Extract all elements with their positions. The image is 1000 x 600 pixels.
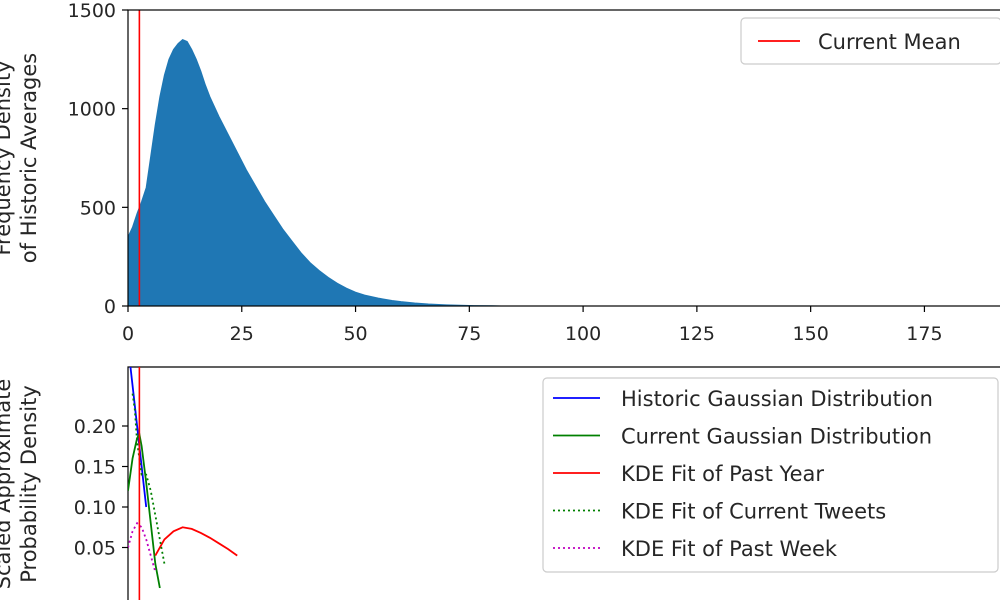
top-legend: Current Mean bbox=[740, 17, 1000, 65]
x-tick-label: 75 bbox=[457, 323, 481, 345]
y-tick-label: 0.05 bbox=[74, 538, 116, 560]
legend-label: KDE Fit of Past Year bbox=[621, 462, 824, 486]
series-line-3 bbox=[131, 393, 166, 564]
y-tick-label: 500 bbox=[80, 197, 116, 219]
y-tick-label: 0.15 bbox=[74, 457, 116, 479]
x-tick-label: 0 bbox=[122, 323, 134, 345]
histogram-bars bbox=[128, 39, 502, 306]
x-tick-label: 150 bbox=[793, 323, 829, 345]
legend-box bbox=[542, 377, 999, 573]
legend-label: Current Gaussian Distribution bbox=[621, 425, 932, 449]
legend-label: KDE Fit of Past Week bbox=[621, 537, 838, 561]
y-tick-label: 1500 bbox=[68, 0, 116, 22]
y-axis-label: of Historic Averages bbox=[17, 53, 41, 263]
y-axis-label: Frequency Density bbox=[0, 61, 15, 256]
legend-label: Historic Gaussian Distribution bbox=[621, 387, 933, 411]
series-line-2 bbox=[154, 526, 238, 557]
top-axes-frame bbox=[127, 9, 1000, 307]
bottom-legend: Historic Gaussian Distribution Current Ga… bbox=[542, 377, 999, 573]
series-line-0 bbox=[129, 367, 148, 508]
x-tick-label: 100 bbox=[565, 323, 601, 345]
x-tick-label: 125 bbox=[679, 323, 715, 345]
legend-label: Current Mean bbox=[818, 30, 961, 54]
y-tick-label: 0.20 bbox=[74, 416, 116, 438]
y-tick-label: 0 bbox=[104, 296, 116, 318]
legend-label: KDE Fit of Current Tweets bbox=[621, 500, 886, 524]
legend-box bbox=[740, 17, 1000, 65]
series-line-1 bbox=[128, 431, 161, 589]
x-tick-label: 25 bbox=[230, 323, 254, 345]
y-axis-label: Scaled Approximate bbox=[0, 379, 15, 590]
y-axis-label: Probability Density bbox=[17, 385, 41, 583]
density-panel: 0.05 0.10 0.15 0.20 Scaled Approximate Probab… bbox=[0, 366, 1000, 600]
y-tick-label: 1000 bbox=[68, 99, 116, 121]
y-tick-label: 0.10 bbox=[74, 497, 116, 519]
histogram-panel: 0 25 50 75 100 125 150 175 0 500 1000 1500 Frequency… bbox=[0, 0, 1000, 345]
x-tick-label: 175 bbox=[906, 323, 942, 345]
bottom-axes-frame bbox=[127, 366, 1000, 600]
series-line-4 bbox=[128, 521, 157, 573]
x-tick-label: 50 bbox=[343, 323, 367, 345]
